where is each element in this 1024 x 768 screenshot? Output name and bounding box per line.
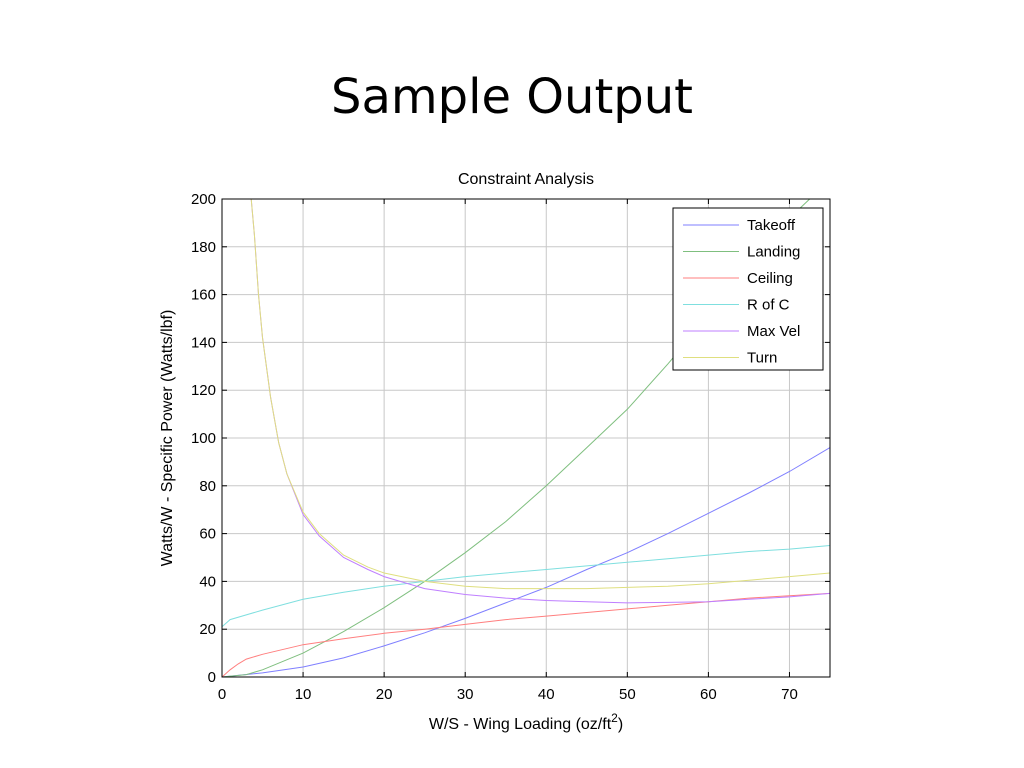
y-tick-label: 100 [191, 430, 216, 447]
x-tick-label: 70 [781, 686, 798, 703]
y-tick-label: 200 [191, 191, 216, 208]
legend-label: Ceiling [747, 270, 793, 287]
series-line-r-of-c [222, 545, 830, 628]
chart-title: Constraint Analysis [458, 171, 594, 188]
y-axis-label: Watts/W - Specific Power (Watts/lbf) [159, 310, 176, 567]
y-tick-label: 180 [191, 239, 216, 256]
x-tick-label: 10 [295, 686, 312, 703]
series-line-turn [250, 199, 830, 590]
legend-label: Turn [747, 350, 777, 367]
y-tick-label: 40 [199, 573, 216, 590]
x-tick-label: 50 [619, 686, 636, 703]
y-tick-label: 20 [199, 621, 216, 638]
x-tick-label: 60 [700, 686, 717, 703]
y-tick-label: 160 [191, 287, 216, 304]
legend-label: Takeoff [747, 217, 796, 234]
y-tick-label: 140 [191, 334, 216, 351]
x-tick-label: 0 [218, 686, 226, 703]
slide-title: Sample Output [331, 69, 693, 125]
x-axis-label-suffix: ) [618, 716, 623, 733]
x-tick-label: 30 [457, 686, 474, 703]
y-tick-label: 0 [208, 669, 216, 686]
legend-label: R of C [747, 297, 790, 314]
x-axis-label-main: W/S - Wing Loading (oz/ft [429, 716, 612, 733]
y-tick-label: 60 [199, 526, 216, 543]
y-tick-label: 120 [191, 382, 216, 399]
series-line-takeoff [222, 447, 830, 677]
x-axis-label-superscript: 2 [611, 711, 618, 725]
legend-box [672, 207, 824, 371]
legend: Takeoff Landing Ceiling R of C Max Vel Turn [672, 207, 824, 371]
x-tick-label: 40 [538, 686, 555, 703]
legend-label: Landing [747, 244, 800, 261]
x-tick-label: 20 [376, 686, 393, 703]
y-tick-label: 80 [199, 478, 216, 495]
legend-label: Max Vel [747, 323, 800, 340]
x-axis-label: W/S - Wing Loading (oz/ft2) [429, 711, 623, 733]
